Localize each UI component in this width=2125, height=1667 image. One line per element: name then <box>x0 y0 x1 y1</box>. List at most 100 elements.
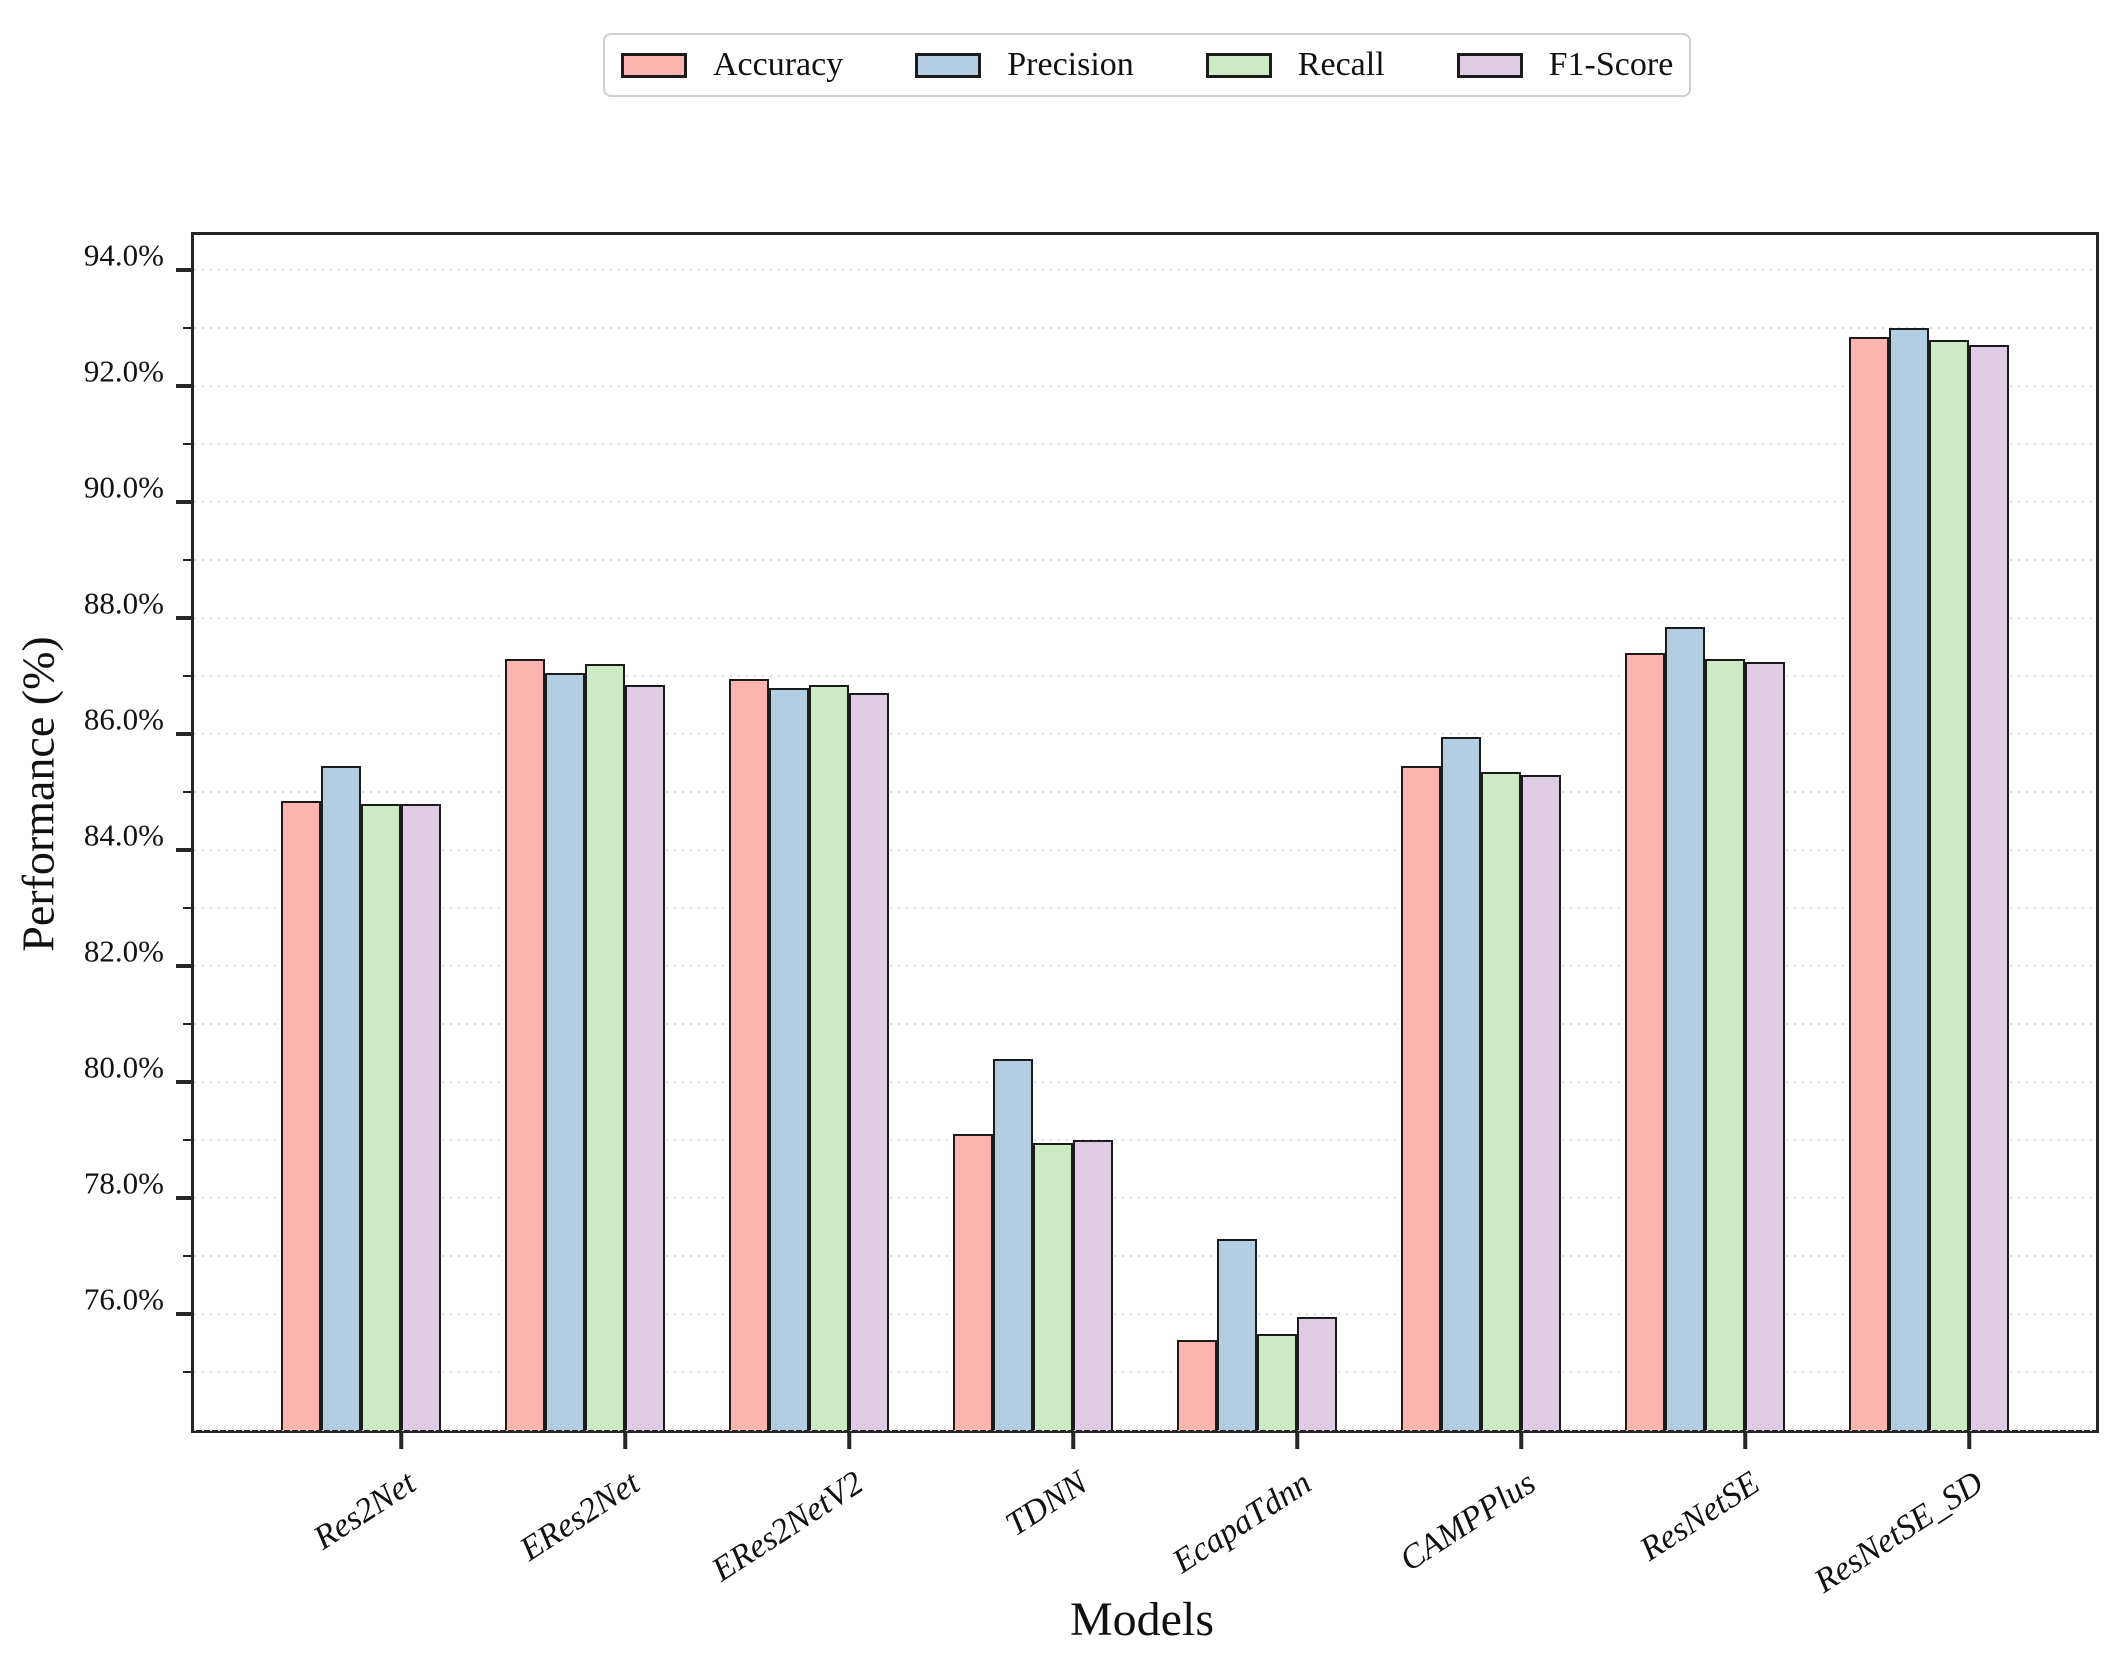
bar-f1-score-resnetse <box>1745 661 1785 1430</box>
bar-accuracy-eres2net <box>505 658 545 1430</box>
x-tick-campplus <box>1519 1433 1523 1449</box>
bar-accuracy-resnetse <box>1625 652 1665 1430</box>
legend-label-precision: Precision <box>1007 46 1134 83</box>
bar-precision-tdnn <box>993 1058 1033 1430</box>
y-tick-label-86: 86.0% <box>83 701 164 737</box>
bar-precision-resnetse <box>1665 626 1705 1430</box>
y-minor-tick-79 <box>183 1138 194 1142</box>
y-minor-tick-87 <box>183 674 194 678</box>
y-tick-label-88: 88.0% <box>83 585 164 621</box>
gridline-91 <box>194 443 2096 445</box>
y-tick-94 <box>176 268 194 272</box>
bar-recall-eres2netv2 <box>809 684 849 1430</box>
y-tick-label-92: 92.0% <box>83 353 164 389</box>
bar-f1-score-campplus <box>1521 774 1561 1430</box>
x-tick-label-ecapatdnn: EcapaTdnn <box>1166 1464 1319 1581</box>
gridline-80 <box>194 1081 2096 1083</box>
gridline-77 <box>194 1255 2096 1257</box>
bar-accuracy-resnetse-sd <box>1849 336 1889 1430</box>
bar-accuracy-tdnn <box>953 1134 993 1430</box>
gridline-81 <box>194 1023 2096 1025</box>
x-axis-title: Models <box>1070 1593 1214 1646</box>
gridline-75 <box>194 1371 2096 1373</box>
legend-swatch-precision <box>915 52 982 78</box>
gridline-78 <box>194 1197 2096 1199</box>
bar-f1-score-ecapatdnn <box>1297 1316 1337 1430</box>
y-tick-76 <box>176 1312 194 1316</box>
y-minor-tick-75 <box>183 1370 194 1374</box>
plot-area: 76.0% 78.0% 80.0% 82.0% 84.0% 86.0% 88.0% 90.0%… <box>84 232 2099 1600</box>
x-tick-label-tdnn: TDNN <box>999 1464 1095 1544</box>
legend-swatch-accuracy <box>621 52 687 78</box>
legend-label-recall: Recall <box>1297 46 1385 83</box>
gridline-82 <box>194 965 2096 967</box>
bar-recall-campplus <box>1481 771 1521 1430</box>
bar-precision-eres2net <box>545 673 585 1430</box>
y-tick-label-78: 78.0% <box>83 1165 164 1201</box>
x-tick-label-eres2netv2: ERes2NetV2 <box>705 1464 871 1589</box>
legend-label-accuracy: Accuracy <box>713 46 844 83</box>
y-tick-label-76: 76.0% <box>83 1281 164 1317</box>
x-tick-label-campplus: CAMPPlus <box>1393 1464 1543 1579</box>
x-tick-eres2net <box>623 1433 627 1449</box>
bar-recall-eres2net <box>585 664 625 1430</box>
bar-precision-resnetse-sd <box>1889 328 1929 1430</box>
y-axis-title: Performance (%) <box>12 636 64 952</box>
bar-f1-score-res2net <box>401 803 441 1430</box>
chart-legend: Accuracy Precision Recall F1-Score <box>603 33 1692 97</box>
bar-precision-res2net <box>321 765 361 1430</box>
bar-precision-eres2netv2 <box>769 687 809 1430</box>
bar-recall-res2net <box>361 803 401 1430</box>
y-minor-tick-85 <box>183 790 194 794</box>
x-tick-tdnn <box>1071 1433 1075 1449</box>
y-tick-86 <box>176 732 194 736</box>
legend-label-f1-score: F1-Score <box>1548 46 1674 83</box>
bar-precision-ecapatdnn <box>1217 1238 1257 1430</box>
y-tick-88 <box>176 616 194 620</box>
x-tick-ecapatdnn <box>1295 1433 1299 1449</box>
y-minor-tick-77 <box>183 1254 194 1258</box>
bar-f1-score-eres2net <box>625 684 665 1430</box>
bar-accuracy-campplus <box>1401 765 1441 1430</box>
y-tick-84 <box>176 848 194 852</box>
x-tick-label-resnetse: ResNetSE <box>1633 1464 1767 1569</box>
bar-f1-score-tdnn <box>1073 1140 1113 1430</box>
y-minor-tick-91 <box>183 442 194 446</box>
bar-recall-tdnn <box>1033 1142 1073 1430</box>
gridline-74 <box>194 1429 2096 1431</box>
gridline-86 <box>194 733 2096 735</box>
gridline-79 <box>194 1139 2096 1141</box>
bar-accuracy-res2net <box>281 800 321 1430</box>
x-tick-label-resnetse-sd: ResNetSE_SD <box>1808 1464 1991 1601</box>
y-tick-78 <box>176 1196 194 1200</box>
y-tick-label-80: 80.0% <box>83 1049 164 1085</box>
y-tick-label-90: 90.0% <box>83 469 164 505</box>
legend-item-accuracy: Accuracy <box>621 48 843 82</box>
y-tick-90 <box>176 500 194 504</box>
y-minor-tick-93 <box>183 326 194 330</box>
y-minor-tick-83 <box>183 906 194 910</box>
x-tick-eres2netv2 <box>847 1433 851 1449</box>
gridline-88 <box>194 617 2096 619</box>
x-tick-resnetse-sd <box>1967 1433 1971 1449</box>
bar-recall-resnetse <box>1705 658 1745 1430</box>
bar-f1-score-eres2netv2 <box>849 693 889 1430</box>
x-tick-label-res2net: Res2Net <box>306 1464 423 1558</box>
y-tick-80 <box>176 1080 194 1084</box>
bar-recall-resnetse-sd <box>1929 339 1969 1430</box>
gridline-89 <box>194 559 2096 561</box>
bar-recall-ecapatdnn <box>1257 1334 1297 1430</box>
y-tick-82 <box>176 964 194 968</box>
y-minor-tick-81 <box>183 1022 194 1026</box>
y-tick-label-84: 84.0% <box>83 817 164 853</box>
y-tick-92 <box>176 384 194 388</box>
legend-swatch-f1-score <box>1456 52 1523 78</box>
gridline-93 <box>194 327 2096 329</box>
gridline-87 <box>194 675 2096 677</box>
gridline-90 <box>194 501 2096 503</box>
gridline-83 <box>194 907 2096 909</box>
gridline-92 <box>194 385 2096 387</box>
gridline-84 <box>194 849 2096 851</box>
x-tick-resnetse <box>1743 1433 1747 1449</box>
bar-accuracy-ecapatdnn <box>1177 1340 1217 1430</box>
